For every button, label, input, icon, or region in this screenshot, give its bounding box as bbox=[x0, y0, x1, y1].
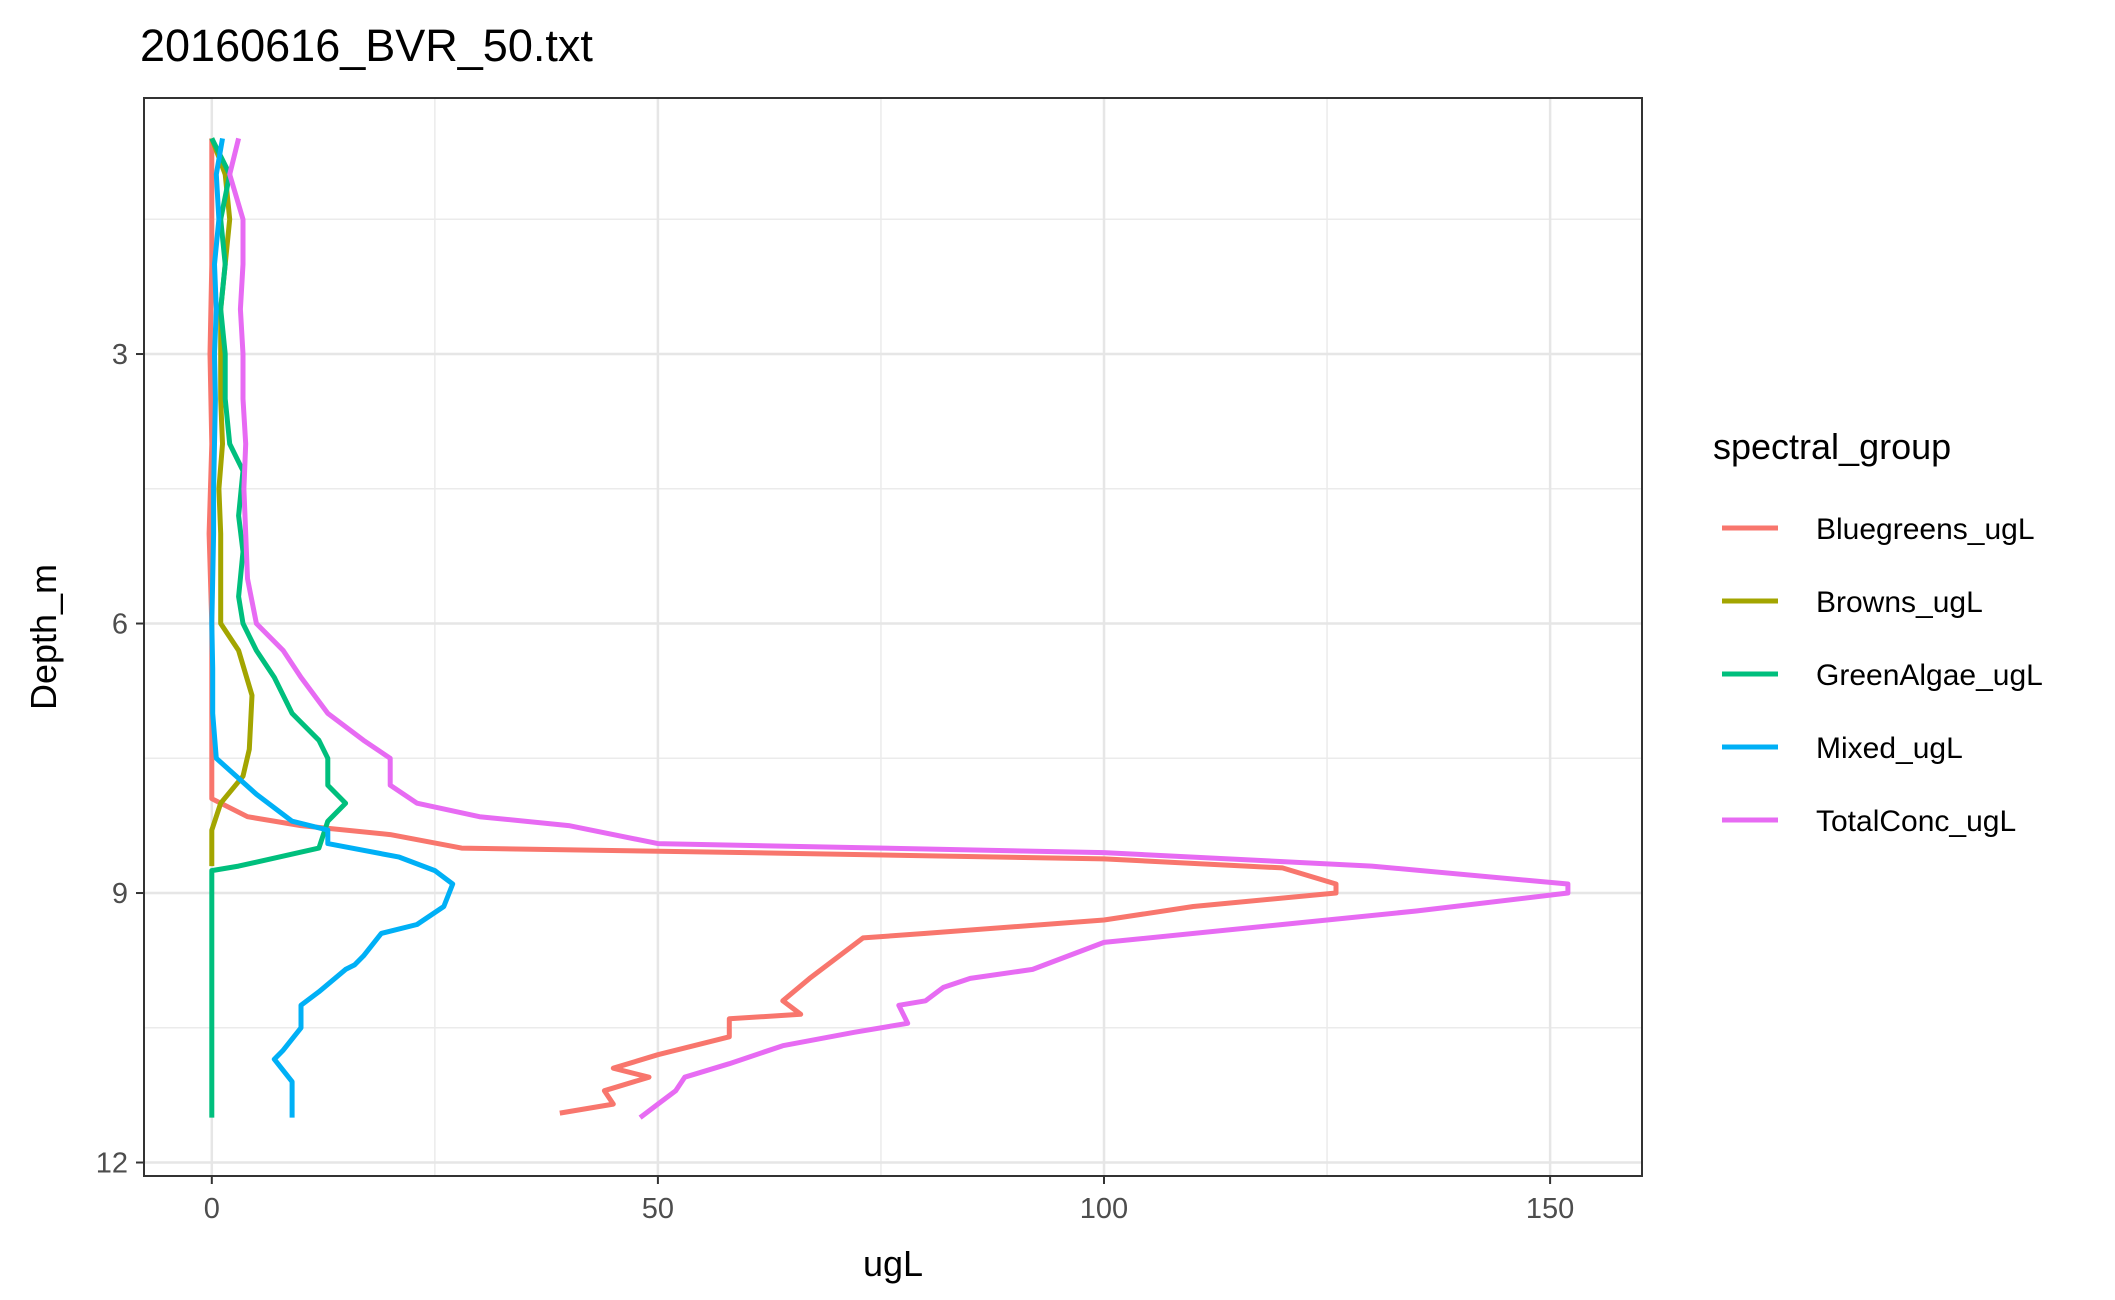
legend-title: spectral_group bbox=[1713, 426, 1951, 467]
y-axis: 3 6 9 12 bbox=[96, 339, 144, 1180]
legend: spectral_group Bluegreens_ugL Browns_ugL G… bbox=[1713, 426, 2043, 838]
legend-label-greenalgae-ugl: GreenAlgae_ugL bbox=[1816, 659, 2043, 692]
y-tick-label: 9 bbox=[112, 878, 128, 910]
x-axis-title: ugL bbox=[863, 1243, 923, 1284]
series-lines bbox=[206, 137, 1571, 1120]
x-tick-label: 100 bbox=[1080, 1193, 1128, 1225]
legend-label-bluegreens-ugl: Bluegreens_ugL bbox=[1816, 513, 2035, 546]
series-line-greenalgae-ugl bbox=[209, 137, 349, 1118]
series-line-totalconc-ugl bbox=[227, 137, 1571, 1120]
x-tick-label: 0 bbox=[204, 1193, 220, 1225]
plot-panel-border bbox=[143, 97, 1643, 1177]
x-tick-label: 150 bbox=[1526, 1193, 1574, 1225]
series-line-mixed-ugl bbox=[209, 137, 456, 1118]
chart-title: 20160616_BVR_50.txt bbox=[140, 20, 593, 71]
legend-label-mixed-ugl: Mixed_ugL bbox=[1816, 732, 1963, 765]
y-tick-label: 12 bbox=[96, 1148, 128, 1180]
x-axis: 0 50 100 150 bbox=[204, 1176, 1574, 1225]
legend-label-totalconc-ugl: TotalConc_ugL bbox=[1816, 805, 2016, 838]
y-axis-title: Depth_m bbox=[23, 564, 64, 710]
major-grid bbox=[144, 98, 1642, 1176]
y-tick-label: 3 bbox=[112, 339, 128, 371]
y-tick-label: 6 bbox=[112, 609, 128, 641]
x-tick-label: 50 bbox=[642, 1193, 674, 1225]
plot-panel bbox=[143, 97, 1643, 1177]
legend-items: Bluegreens_ugL Browns_ugL GreenAlgae_ugL Mi… bbox=[1722, 513, 2043, 838]
plot-panel-background bbox=[144, 98, 1642, 1176]
legend-label-browns-ugl: Browns_ugL bbox=[1816, 586, 1983, 619]
